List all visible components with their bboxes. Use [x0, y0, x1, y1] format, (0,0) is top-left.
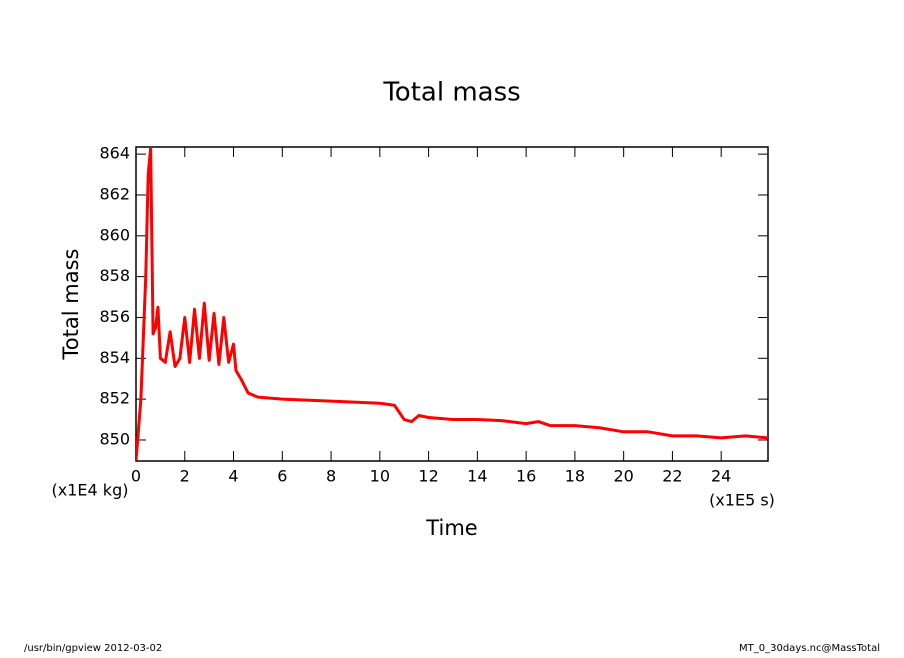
footer-left: /usr/bin/gpview 2012-03-02: [24, 643, 162, 654]
plot-frame: [135, 146, 769, 462]
x-tick-label: 8: [326, 467, 336, 486]
y-tick-label: 864: [99, 144, 130, 163]
chart-title: Total mass: [382, 78, 520, 108]
y-axis-label: Total mass: [59, 249, 83, 361]
y-tick-label: 854: [99, 348, 130, 367]
x-unit: (x1E5 s): [709, 491, 775, 510]
x-axis-label: Time: [425, 516, 477, 540]
y-tick-label: 860: [99, 225, 130, 244]
x-tick-label: 18: [565, 467, 585, 486]
x-tick-label: 20: [613, 467, 633, 486]
footer-right: MT_0_30days.nc@MassTotal: [739, 643, 880, 654]
y-unit: (x1E4 kg): [52, 481, 129, 500]
y-tick-label: 850: [99, 429, 130, 448]
y-tick-label: 856: [99, 307, 130, 326]
x-tick-label: 4: [228, 467, 238, 486]
y-tick-label: 852: [99, 389, 130, 408]
x-tick-label: 12: [418, 467, 438, 486]
x-tick-label: 0: [131, 467, 141, 486]
y-tick-label: 858: [99, 266, 130, 285]
x-tick-label: 16: [516, 467, 536, 486]
x-tick-label: 6: [277, 467, 287, 486]
data-line: [136, 147, 768, 461]
x-tick-label: 24: [711, 467, 731, 486]
x-tick-label: 2: [180, 467, 190, 486]
x-tick-label: 10: [370, 467, 390, 486]
x-tick-label: 22: [662, 467, 682, 486]
x-tick-label: 14: [467, 467, 487, 486]
y-tick-label: 862: [99, 184, 130, 203]
